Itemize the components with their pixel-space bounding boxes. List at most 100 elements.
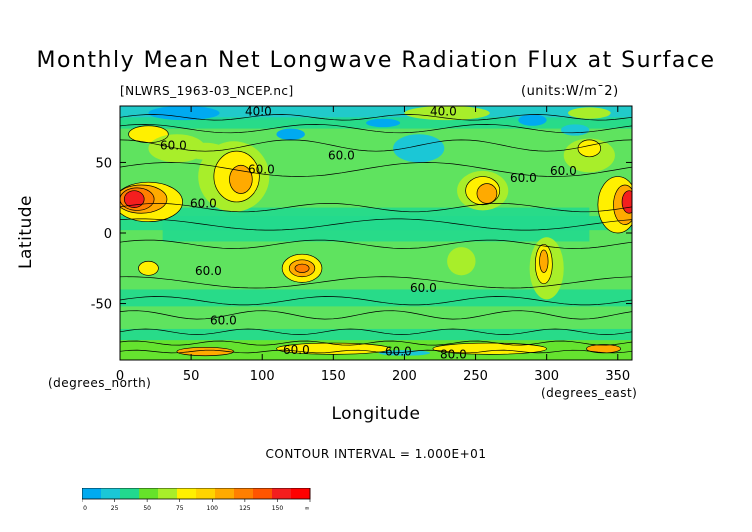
contour-value-label: 80.0 bbox=[440, 347, 467, 361]
x-axis-unit: (degrees_east) bbox=[541, 386, 638, 400]
contour-ring bbox=[229, 164, 253, 194]
contour-line bbox=[120, 340, 632, 346]
colorbar-label: 0 bbox=[83, 505, 87, 512]
y-axis-unit: (degrees_north) bbox=[48, 376, 152, 390]
contour-ring bbox=[577, 139, 602, 158]
field-patch bbox=[568, 107, 611, 119]
file-name: [NLWRS_1963-03_NCEP.nc] bbox=[120, 84, 294, 98]
colorbar-swatch bbox=[82, 488, 102, 499]
contour-ring bbox=[120, 181, 183, 223]
contour-value-label: 60.0 bbox=[510, 171, 537, 185]
contour-ring bbox=[123, 190, 145, 208]
y-tick-label: -50 bbox=[91, 298, 112, 313]
field-patch bbox=[366, 118, 401, 128]
field-patch bbox=[393, 134, 445, 163]
colorbar-label: 75 bbox=[176, 505, 184, 512]
contour-line bbox=[120, 239, 632, 249]
contour-value-label: 60.0 bbox=[160, 139, 187, 153]
colorbar-swatch bbox=[234, 488, 254, 499]
colorbar-label: 50 bbox=[143, 505, 151, 512]
field-patch bbox=[276, 343, 391, 355]
field-patch bbox=[294, 264, 310, 273]
colorbar-frame bbox=[82, 488, 311, 500]
colorbar-swatch bbox=[253, 488, 273, 499]
x-tick-label: 250 bbox=[463, 369, 488, 384]
contour-ring bbox=[294, 263, 310, 273]
x-tick-label: 200 bbox=[392, 369, 417, 384]
contour-value-label: 40.0 bbox=[430, 105, 457, 119]
field-patch bbox=[229, 165, 253, 194]
field-patch bbox=[539, 249, 549, 273]
contour-ring bbox=[613, 184, 632, 225]
contour-ring bbox=[432, 342, 548, 355]
x-tick-label: 350 bbox=[605, 369, 630, 384]
field-patch bbox=[124, 190, 145, 208]
contour-line bbox=[120, 218, 632, 231]
field-patch bbox=[148, 106, 220, 121]
field-band bbox=[162, 207, 590, 242]
contour-ring bbox=[465, 176, 501, 206]
units-label: (units:W/m¯2) bbox=[521, 84, 619, 99]
contour-line bbox=[120, 296, 632, 306]
y-axis-label: Latitude bbox=[16, 195, 36, 269]
contour-line bbox=[120, 203, 632, 213]
contour-ring bbox=[288, 259, 316, 278]
colorbar-swatch bbox=[101, 488, 121, 499]
contour-value-label: 60.0 bbox=[328, 148, 355, 162]
field-band bbox=[120, 106, 632, 121]
contour-line bbox=[120, 310, 632, 320]
contour-ring bbox=[213, 150, 260, 203]
x-tick-label: 300 bbox=[534, 369, 559, 384]
colorbar-swatch bbox=[215, 488, 235, 499]
colorbar-label: 125 bbox=[239, 505, 251, 512]
colorbar-swatch bbox=[196, 488, 216, 499]
field-patch bbox=[404, 106, 490, 121]
contour-value-label: 60.0 bbox=[210, 313, 237, 327]
colorbar-label: 150 bbox=[272, 505, 284, 512]
field-patch bbox=[560, 124, 590, 136]
contour-value-label: 60.0 bbox=[190, 196, 217, 210]
contour-line bbox=[120, 139, 632, 152]
y-tick-label: 50 bbox=[95, 156, 112, 171]
x-axis-label: Longitude bbox=[331, 404, 421, 424]
contour-ring bbox=[534, 243, 553, 285]
page-title: Monthly Mean Net Longwave Radiation Flux… bbox=[36, 48, 716, 73]
contour-ring bbox=[476, 183, 498, 204]
contour-value-label: 60.0 bbox=[385, 345, 412, 359]
colorbar-label: 25 bbox=[111, 505, 119, 512]
contour-value-label: 40.0 bbox=[245, 105, 272, 119]
contour-ring bbox=[120, 187, 155, 211]
contour-ring bbox=[128, 125, 169, 144]
colorbar-swatch bbox=[120, 488, 140, 499]
field-band bbox=[120, 328, 632, 341]
field-patch bbox=[447, 247, 476, 276]
contour-ring bbox=[176, 346, 235, 357]
colorbar-label: ∞ bbox=[305, 505, 310, 512]
contour-ring bbox=[138, 260, 159, 276]
colorbar-swatch bbox=[158, 488, 178, 499]
contour-ring bbox=[281, 253, 323, 283]
contour-value-label: 60.0 bbox=[410, 281, 437, 295]
contour-line bbox=[120, 124, 632, 134]
contour-value-label: 60.0 bbox=[550, 164, 577, 178]
contour-line bbox=[120, 162, 632, 177]
field-patch bbox=[518, 114, 547, 126]
colorbar-label: 100 bbox=[207, 505, 219, 512]
contour-ring bbox=[539, 249, 549, 273]
field-patch bbox=[176, 347, 234, 356]
colorbar-swatch bbox=[139, 488, 159, 499]
field-patch bbox=[138, 261, 159, 276]
contour-ring bbox=[120, 184, 168, 214]
colorbar-swatch bbox=[291, 488, 311, 499]
contour-ring bbox=[621, 190, 632, 214]
colorbar-swatch bbox=[177, 488, 197, 499]
field-patch bbox=[586, 344, 621, 353]
x-tick-label: 0 bbox=[116, 369, 124, 384]
contour-value-label: 60.0 bbox=[283, 343, 310, 357]
x-tick-label: 50 bbox=[183, 369, 200, 384]
x-tick-label: 100 bbox=[250, 369, 275, 384]
contour-ring bbox=[586, 344, 621, 354]
contour-line bbox=[120, 349, 632, 354]
contour-line bbox=[120, 114, 632, 121]
